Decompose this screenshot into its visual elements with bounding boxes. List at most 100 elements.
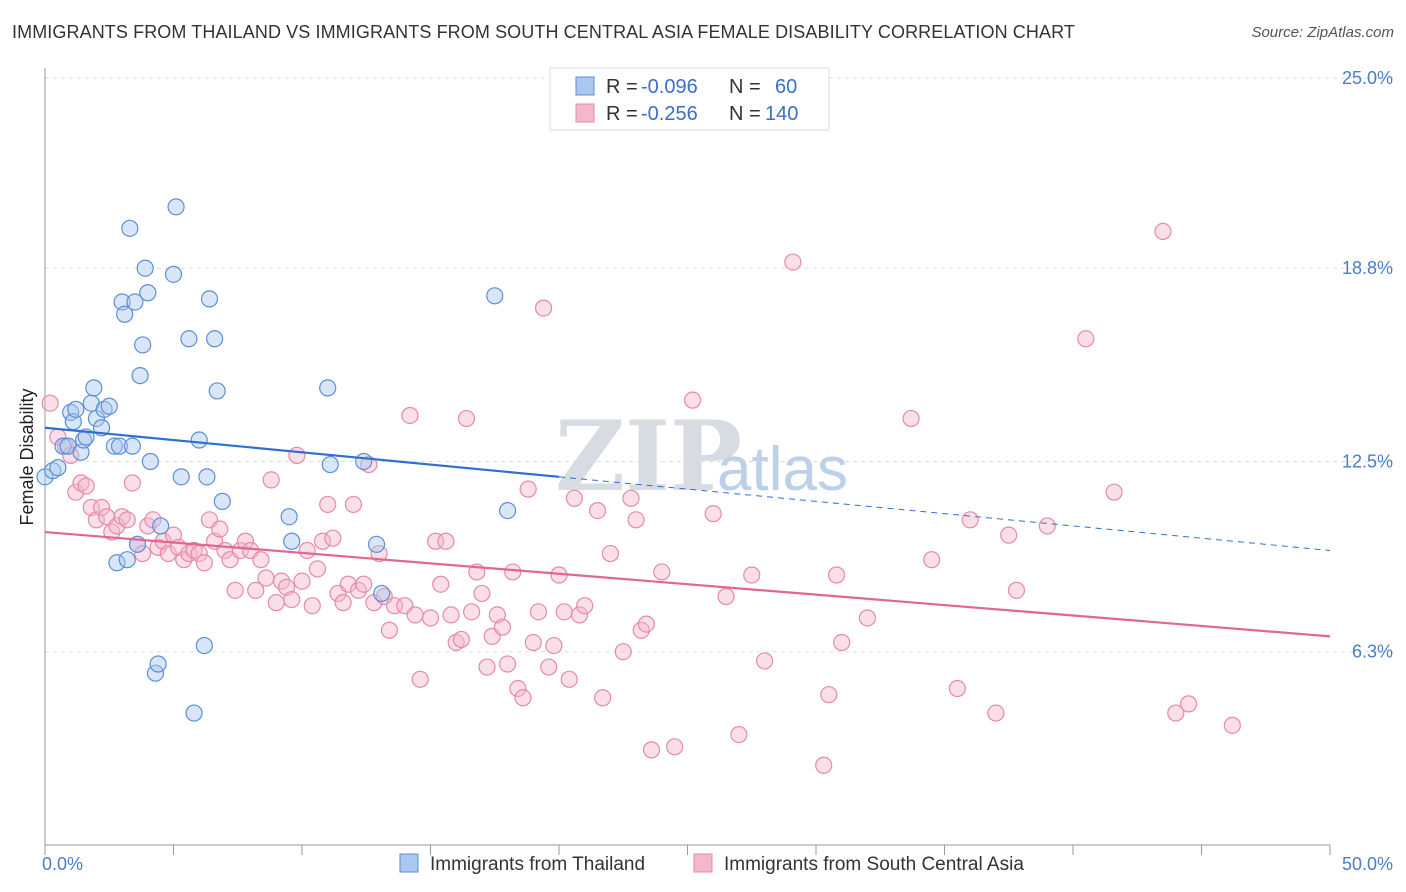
data-point xyxy=(77,477,95,495)
x-tick-labels: 0.0% 50.0% xyxy=(42,854,1393,874)
data-point xyxy=(118,551,136,569)
data-point xyxy=(504,563,522,581)
data-point xyxy=(123,474,141,492)
data-point xyxy=(267,594,285,612)
data-point xyxy=(1167,704,1185,722)
legend-swatch-pink xyxy=(575,103,595,123)
data-point xyxy=(200,290,219,308)
data-point xyxy=(514,689,532,707)
data-point xyxy=(44,462,62,480)
data-point xyxy=(41,394,59,412)
y-axis-label: Female Disability xyxy=(17,388,37,525)
data-point xyxy=(134,544,152,563)
data-point xyxy=(139,284,157,302)
data-point xyxy=(519,480,537,498)
data-point xyxy=(570,606,589,624)
data-point xyxy=(319,379,337,397)
series-thailand xyxy=(36,198,517,722)
data-point xyxy=(717,587,735,606)
data-point xyxy=(499,655,517,673)
y-tick-labels: 6.3% 12.5% 18.8% 25.0% xyxy=(1342,68,1393,662)
data-point xyxy=(555,603,573,621)
data-point xyxy=(149,655,167,673)
chart-title: IMMIGRANTS FROM THAILAND VS IMMIGRANTS F… xyxy=(12,22,1075,42)
legend-r-value-2: -0.256 xyxy=(641,103,698,125)
data-point xyxy=(344,495,362,514)
data-point xyxy=(545,636,563,655)
data-point xyxy=(159,544,177,563)
data-point xyxy=(206,330,224,348)
data-point xyxy=(195,554,213,572)
trend-line-thailand xyxy=(44,426,560,478)
data-point xyxy=(167,198,185,216)
data-point xyxy=(421,609,440,627)
data-point xyxy=(1223,716,1241,734)
data-point xyxy=(252,551,270,569)
data-point xyxy=(576,597,594,615)
data-point xyxy=(185,704,203,722)
data-point xyxy=(730,725,748,744)
data-point xyxy=(334,594,352,612)
data-point xyxy=(432,575,450,593)
data-point xyxy=(208,382,226,400)
data-point xyxy=(540,658,558,676)
data-point xyxy=(858,609,877,627)
trend-lines xyxy=(44,426,1331,638)
legend-box xyxy=(549,67,830,131)
data-point xyxy=(141,452,159,471)
legend-r-value-1: -0.096 xyxy=(641,76,698,98)
data-point xyxy=(105,437,123,455)
data-point xyxy=(704,505,722,523)
data-point xyxy=(493,618,512,636)
source-label: Source: ZipAtlas.com xyxy=(1251,24,1394,41)
data-point xyxy=(1180,695,1198,713)
data-point xyxy=(164,265,183,283)
data-point xyxy=(288,446,306,464)
data-point xyxy=(49,459,67,477)
bottom-legend-thailand: Immigrants from Thailand xyxy=(430,854,645,875)
data-point xyxy=(948,679,966,698)
data-point xyxy=(411,670,429,688)
data-point xyxy=(987,704,1005,722)
data-point xyxy=(524,633,542,652)
data-point xyxy=(110,437,129,455)
data-point xyxy=(118,511,136,529)
data-point xyxy=(321,455,339,474)
data-point xyxy=(827,566,846,584)
data-point xyxy=(134,336,152,354)
legend: R = -0.096 N = 60 R = -0.256 N = 140 xyxy=(549,67,830,131)
data-point xyxy=(283,590,301,609)
data-point xyxy=(319,495,337,514)
data-point xyxy=(529,603,548,621)
data-point xyxy=(601,544,620,563)
data-point xyxy=(622,489,640,507)
legend-n-value-1: 60 xyxy=(775,76,797,98)
data-point xyxy=(380,621,398,639)
data-point xyxy=(457,409,476,428)
data-point xyxy=(653,563,671,581)
data-point xyxy=(198,468,216,486)
data-point xyxy=(1000,526,1018,544)
data-point xyxy=(452,630,470,649)
trend-line-south-central-asia xyxy=(44,530,1331,638)
data-point xyxy=(755,652,774,670)
data-point xyxy=(509,679,527,698)
data-point xyxy=(666,738,684,756)
data-point xyxy=(820,686,838,704)
data-point xyxy=(131,366,149,385)
data-point xyxy=(283,532,301,550)
data-point xyxy=(406,606,424,624)
legend-n-label-2: N = xyxy=(729,103,761,125)
x-tick-label-0: 0.0% xyxy=(42,854,83,874)
data-point xyxy=(833,633,851,652)
data-point xyxy=(684,391,702,409)
data-point xyxy=(324,529,342,547)
data-point xyxy=(100,397,118,415)
legend-swatch-blue xyxy=(575,76,595,96)
data-point xyxy=(136,259,154,277)
y-tick-label-0: 6.3% xyxy=(1352,642,1393,662)
data-point xyxy=(355,452,373,471)
data-point xyxy=(815,756,833,774)
series-south-central-asia xyxy=(41,222,1241,774)
